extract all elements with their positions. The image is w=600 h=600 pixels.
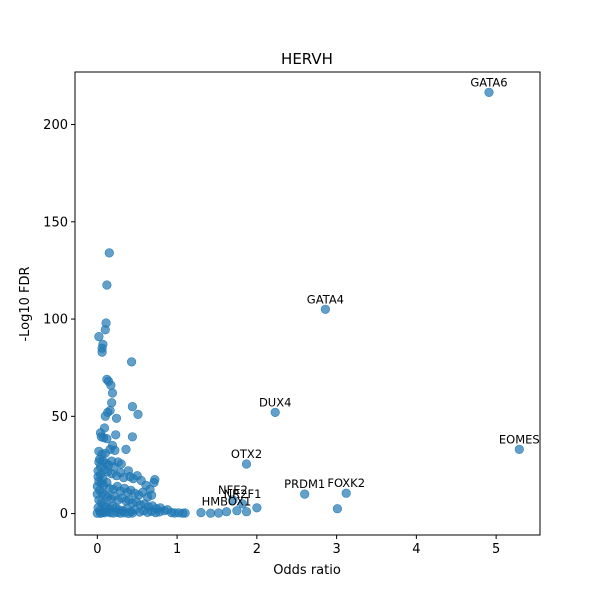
point-annotation: NFE2 (218, 483, 248, 497)
data-point (94, 457, 104, 467)
data-point (154, 507, 165, 517)
data-point (94, 332, 104, 342)
x-tick-label: 0 (93, 542, 101, 557)
data-point (110, 445, 120, 456)
data-point (97, 347, 107, 357)
x-tick-label: 3 (332, 542, 340, 557)
points-layer (92, 87, 524, 519)
point-annotation: GATA6 (470, 75, 507, 89)
data-point (300, 489, 310, 499)
data-point (270, 407, 280, 418)
data-point (107, 398, 117, 408)
y-tick-label: 0 (60, 507, 68, 522)
y-tick-label: 50 (51, 410, 68, 425)
data-point (106, 380, 116, 390)
chart-title: HERVH (281, 50, 333, 68)
data-point (196, 507, 206, 518)
data-point (116, 459, 126, 469)
data-point (147, 490, 157, 500)
data-point (332, 504, 343, 514)
data-point (228, 495, 238, 505)
point-annotation: HMBOX1 (202, 495, 252, 509)
data-point (237, 499, 248, 509)
data-point (102, 280, 112, 290)
data-point (104, 248, 114, 258)
data-point (127, 508, 137, 518)
point-annotation: DUX4 (259, 395, 291, 409)
data-point (180, 508, 190, 518)
data-point (127, 402, 137, 412)
data-point (241, 459, 252, 469)
point-annotation: NR2F1 (224, 487, 262, 501)
data-point (107, 388, 118, 398)
point-annotation: FOXK2 (327, 476, 365, 490)
x-axis-label: Odds ratio (273, 563, 341, 578)
point-annotation: EOMES (499, 432, 540, 446)
plot-frame (74, 71, 541, 536)
data-point (111, 430, 121, 440)
data-point (133, 409, 143, 420)
point-annotation: GATA4 (307, 292, 344, 306)
data-point (98, 474, 108, 484)
data-point (92, 489, 102, 499)
data-point (127, 432, 137, 442)
data-point (514, 444, 524, 455)
data-point (232, 506, 242, 516)
x-tick-label: 5 (492, 542, 500, 557)
data-point (95, 508, 106, 519)
data-point (100, 411, 110, 421)
data-point (206, 508, 216, 518)
point-annotation: OTX2 (231, 447, 262, 461)
data-point (320, 304, 331, 314)
data-point (341, 488, 351, 498)
data-point (252, 503, 262, 513)
data-point (102, 434, 112, 444)
x-tick-label: 4 (412, 542, 420, 557)
y-tick-label: 150 (43, 215, 68, 230)
x-tick-label: 1 (173, 542, 181, 557)
data-point (99, 423, 110, 433)
point-annotation: PRDM1 (284, 477, 325, 491)
y-axis-label: -Log10 FDR (18, 266, 33, 341)
data-point (127, 357, 137, 367)
y-tick-label: 200 (43, 118, 68, 133)
data-point (241, 507, 252, 517)
data-point (92, 481, 102, 492)
data-point (121, 444, 131, 455)
data-point (111, 413, 122, 423)
data-point (150, 475, 160, 485)
data-point (100, 325, 110, 335)
data-point (484, 87, 494, 97)
data-point (214, 508, 224, 518)
x-tick-label: 2 (253, 542, 261, 557)
y-tick-label: 100 (43, 313, 68, 328)
